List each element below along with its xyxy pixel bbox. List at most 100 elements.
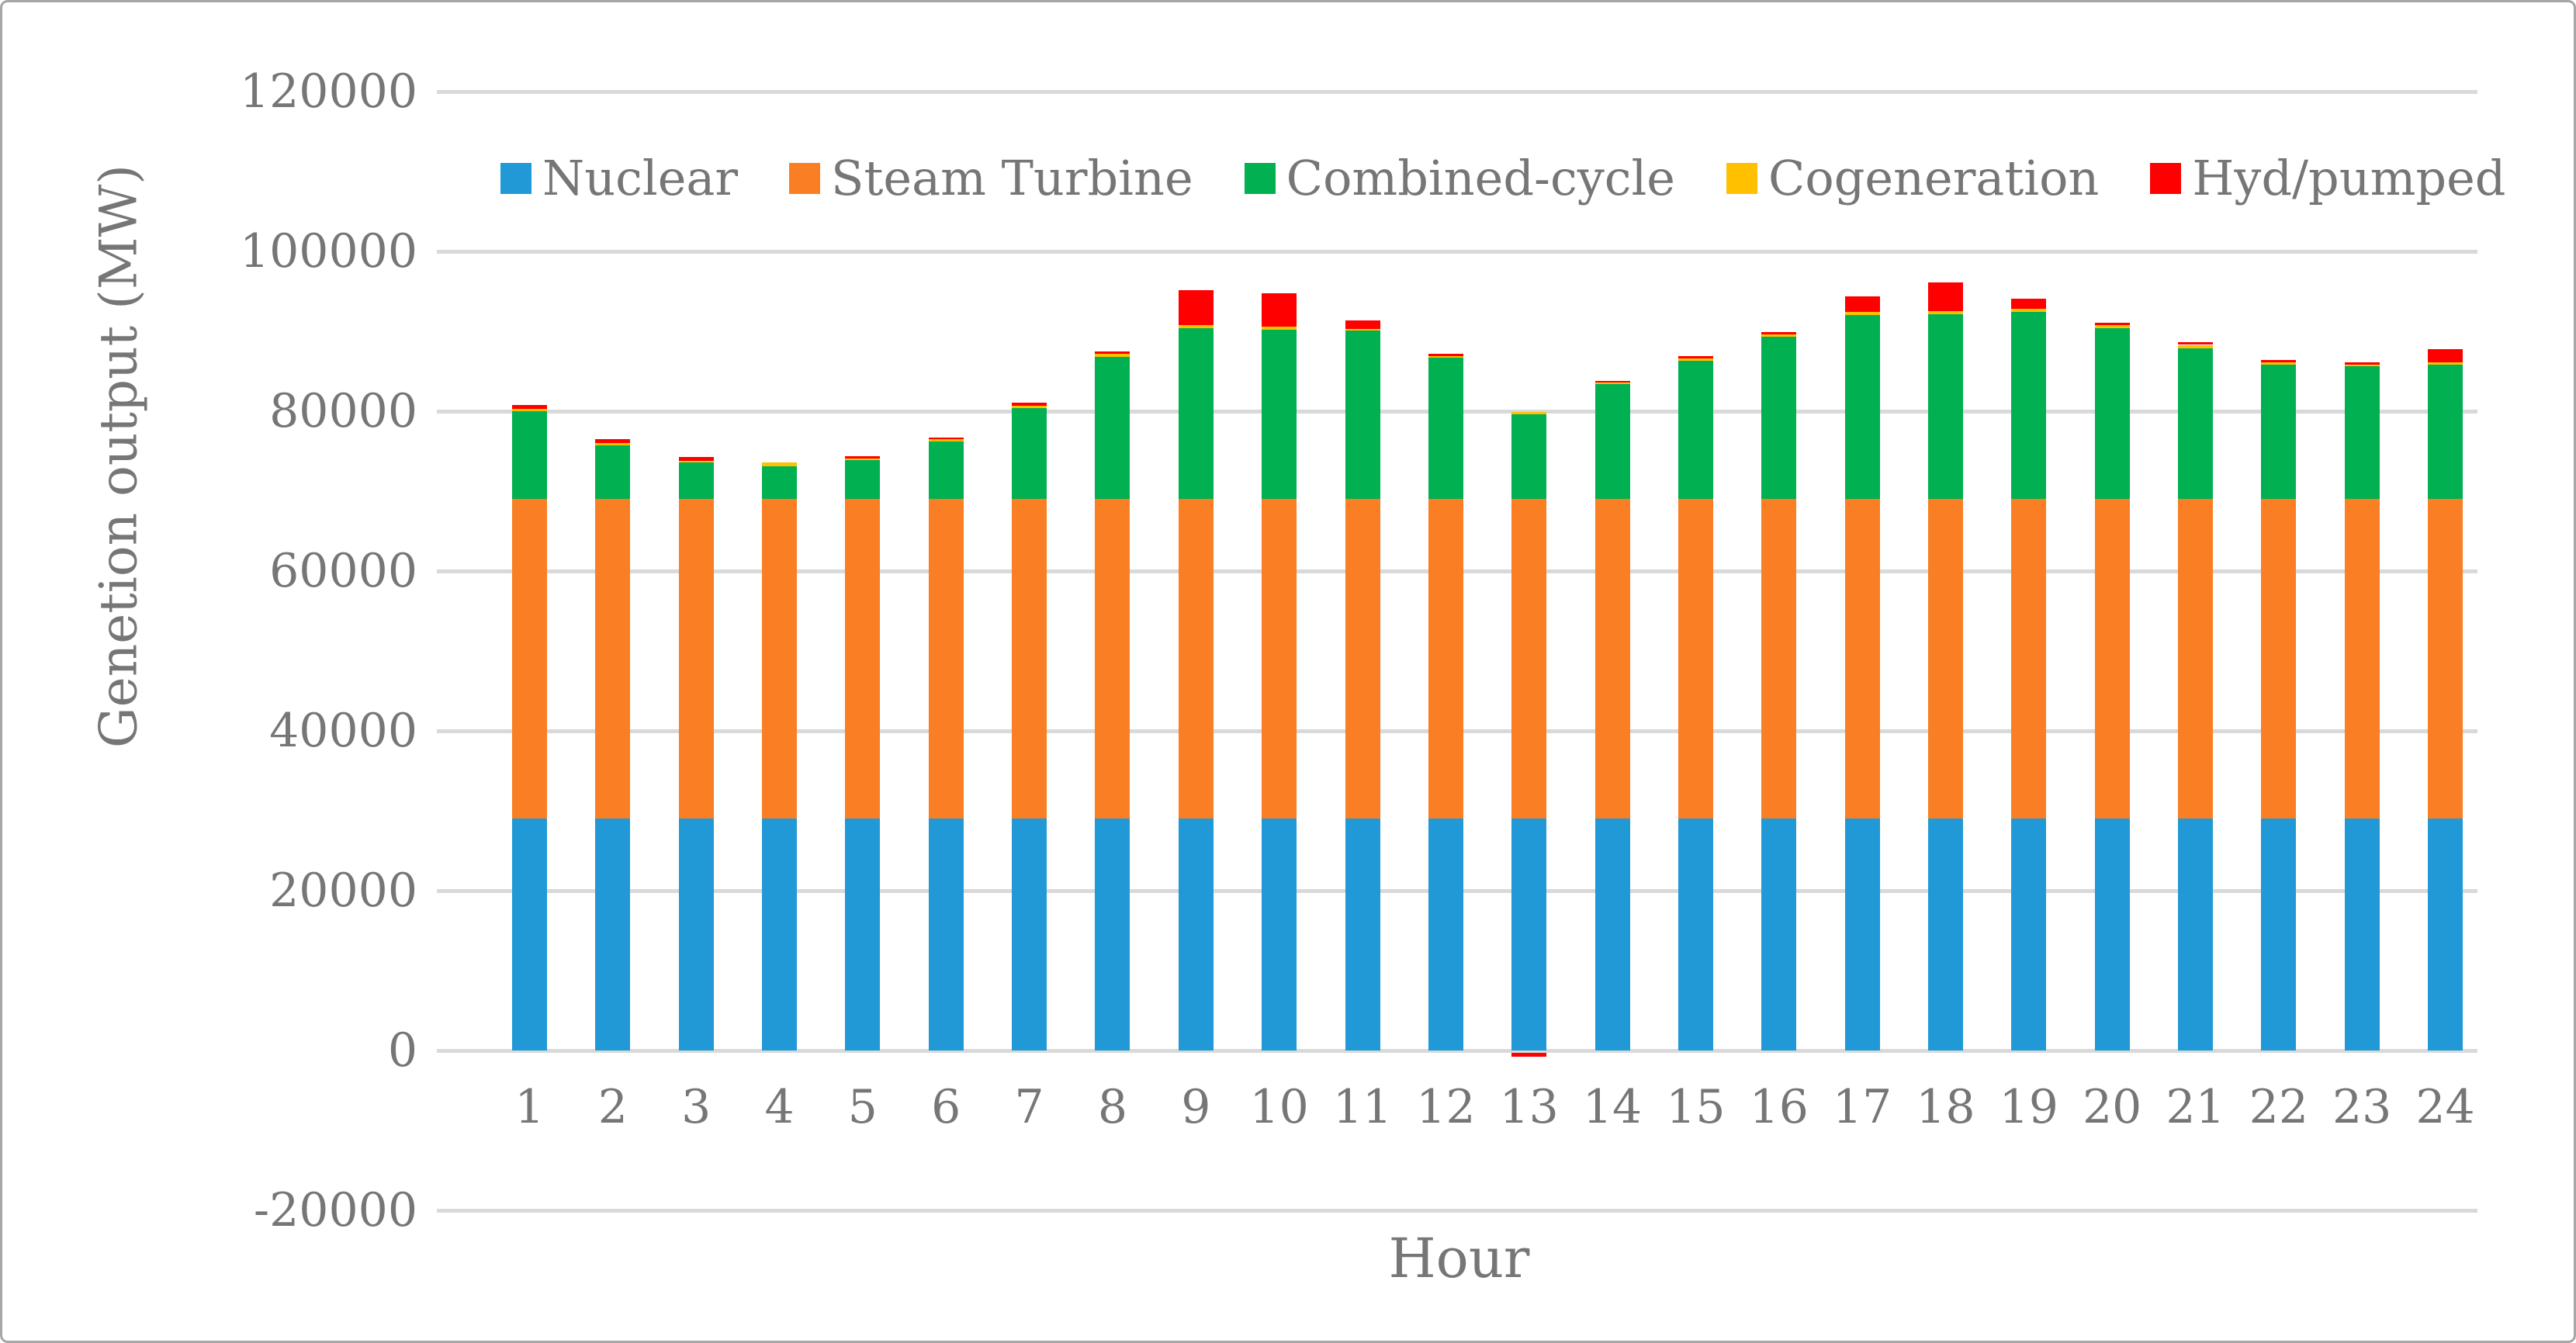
gridline-0 bbox=[437, 1048, 2477, 1053]
y-tick-label: 100000 bbox=[239, 224, 417, 279]
bar-steam-turbine-hour-16 bbox=[1761, 499, 1797, 819]
x-tick-label-19: 19 bbox=[1999, 1080, 2058, 1134]
legend-swatch-icon bbox=[2150, 163, 2182, 194]
bar-nuclear-hour-17 bbox=[1844, 819, 1880, 1051]
bar-combined-cycle-hour-23 bbox=[2344, 366, 2380, 500]
y-tick-label: 80000 bbox=[269, 384, 417, 438]
x-tick-label-23: 23 bbox=[2332, 1080, 2392, 1134]
bar-steam-turbine-hour-4 bbox=[762, 499, 798, 819]
x-tick-label-9: 9 bbox=[1181, 1080, 1211, 1134]
legend-swatch-icon bbox=[500, 163, 531, 194]
legend-label: Steam Turbine bbox=[831, 150, 1193, 206]
x-tick-label-4: 4 bbox=[764, 1080, 795, 1134]
legend-swatch-icon bbox=[1726, 163, 1757, 194]
bar-cogeneration-hour-24 bbox=[2428, 362, 2463, 365]
bar-steam-turbine-hour-3 bbox=[678, 499, 714, 819]
bar-nuclear-hour-5 bbox=[845, 819, 881, 1051]
legend-swatch-icon bbox=[789, 163, 821, 194]
bar-nuclear-hour-18 bbox=[1927, 819, 1963, 1051]
x-tick-label-8: 8 bbox=[1097, 1080, 1128, 1134]
bar-cogeneration-hour-3 bbox=[678, 460, 714, 462]
bar-cogeneration-hour-14 bbox=[1594, 382, 1630, 384]
bar-steam-turbine-hour-6 bbox=[928, 499, 964, 819]
bar-nuclear-hour-16 bbox=[1761, 819, 1797, 1051]
bar-cogeneration-hour-13 bbox=[1511, 412, 1547, 415]
gridline--20000 bbox=[437, 1208, 2477, 1213]
legend-item-combined-cycle: Combined-cycle bbox=[1244, 150, 1675, 206]
bar-hyd-pumped-hour-19 bbox=[2011, 298, 2047, 310]
bar-steam-turbine-hour-17 bbox=[1844, 499, 1880, 819]
legend-item-hyd-pumped: Hyd/pumped bbox=[2150, 150, 2506, 206]
bar-nuclear-hour-9 bbox=[1178, 819, 1214, 1051]
bar-steam-turbine-hour-10 bbox=[1262, 499, 1297, 819]
bar-cogeneration-hour-22 bbox=[2261, 362, 2297, 365]
bar-cogeneration-hour-8 bbox=[1095, 353, 1130, 357]
bar-combined-cycle-hour-3 bbox=[678, 462, 714, 500]
bar-hyd-pumped-hour-2 bbox=[595, 439, 631, 444]
legend-label: Hyd/pumped bbox=[2192, 150, 2506, 206]
bar-hyd-pumped-hour-16 bbox=[1761, 332, 1797, 335]
x-tick-label-18: 18 bbox=[1916, 1080, 1975, 1134]
legend-swatch-icon bbox=[1244, 163, 1276, 194]
bar-hyd-pumped-hour-22 bbox=[2261, 360, 2297, 363]
bar-steam-turbine-hour-2 bbox=[595, 499, 631, 819]
bar-combined-cycle-hour-7 bbox=[1012, 407, 1047, 500]
x-tick-label-12: 12 bbox=[1416, 1080, 1476, 1134]
bar-steam-turbine-hour-7 bbox=[1012, 499, 1047, 819]
x-tick-label-20: 20 bbox=[2082, 1080, 2142, 1134]
bar-steam-turbine-hour-14 bbox=[1594, 499, 1630, 819]
y-axis-title: Genetion output (MW) bbox=[88, 164, 149, 749]
bar-combined-cycle-hour-13 bbox=[1511, 414, 1547, 500]
bar-cogeneration-hour-21 bbox=[2178, 344, 2213, 348]
bar-steam-turbine-hour-18 bbox=[1927, 499, 1963, 819]
bar-nuclear-hour-10 bbox=[1262, 819, 1297, 1051]
bar-hyd-pumped-hour-9 bbox=[1178, 290, 1214, 325]
bar-combined-cycle-hour-21 bbox=[2178, 348, 2213, 500]
bar-hyd-pumped-hour-5 bbox=[845, 455, 881, 459]
bar-nuclear-hour-14 bbox=[1594, 819, 1630, 1051]
bar-combined-cycle-hour-24 bbox=[2428, 365, 2463, 500]
bar-steam-turbine-hour-13 bbox=[1511, 499, 1547, 819]
bar-hyd-pumped-hour-3 bbox=[678, 456, 714, 461]
bar-hyd-pumped-hour-14 bbox=[1594, 380, 1630, 382]
x-tick-label-21: 21 bbox=[2166, 1080, 2225, 1134]
bar-nuclear-hour-23 bbox=[2344, 819, 2380, 1051]
x-tick-label-1: 1 bbox=[514, 1080, 545, 1134]
bar-cogeneration-hour-10 bbox=[1262, 326, 1297, 330]
bar-steam-turbine-hour-24 bbox=[2428, 499, 2463, 819]
bar-combined-cycle-hour-17 bbox=[1844, 315, 1880, 500]
legend-label: Combined-cycle bbox=[1286, 150, 1675, 206]
bar-nuclear-hour-22 bbox=[2261, 819, 2297, 1051]
bar-combined-cycle-hour-8 bbox=[1095, 356, 1130, 500]
bar-nuclear-hour-3 bbox=[678, 819, 714, 1051]
legend-label: Nuclear bbox=[542, 150, 739, 206]
bar-cogeneration-hour-18 bbox=[1927, 311, 1963, 315]
legend-label: Cogeneration bbox=[1768, 150, 2100, 206]
y-tick-label: 40000 bbox=[269, 704, 417, 758]
x-tick-label-5: 5 bbox=[847, 1080, 878, 1134]
bar-steam-turbine-hour-12 bbox=[1428, 499, 1463, 819]
x-tick-label-3: 3 bbox=[681, 1080, 712, 1134]
bar-cogeneration-hour-17 bbox=[1844, 312, 1880, 316]
bar-hyd-pumped-hour-18 bbox=[1927, 282, 1963, 312]
x-tick-label-13: 13 bbox=[1499, 1080, 1559, 1134]
bar-combined-cycle-hour-18 bbox=[1927, 314, 1963, 500]
bar-nuclear-hour-4 bbox=[762, 819, 798, 1051]
bar-hyd-pumped-hour-23 bbox=[2344, 362, 2380, 365]
bar-hyd-pumped-hour-21 bbox=[2178, 342, 2213, 345]
bar-steam-turbine-hour-9 bbox=[1178, 499, 1214, 819]
bar-steam-turbine-hour-23 bbox=[2344, 499, 2380, 819]
bar-steam-turbine-hour-21 bbox=[2178, 499, 2213, 819]
legend-item-nuclear: Nuclear bbox=[500, 153, 738, 204]
bar-nuclear-hour-8 bbox=[1095, 819, 1130, 1051]
bar-hyd-pumped-hour-1 bbox=[512, 404, 547, 409]
y-tick-label: 20000 bbox=[269, 864, 417, 918]
bar-nuclear-hour-7 bbox=[1012, 819, 1047, 1051]
bar-combined-cycle-hour-1 bbox=[512, 411, 547, 500]
bar-cogeneration-hour-12 bbox=[1428, 355, 1463, 358]
legend: Nuclear Steam Turbine Combined-cycle Cogene… bbox=[500, 150, 2506, 206]
bar-hyd-pumped-hour-17 bbox=[1844, 296, 1880, 313]
bar-steam-turbine-hour-8 bbox=[1095, 499, 1130, 819]
bar-combined-cycle-hour-5 bbox=[845, 459, 881, 500]
bar-cogeneration-hour-11 bbox=[1345, 328, 1380, 331]
